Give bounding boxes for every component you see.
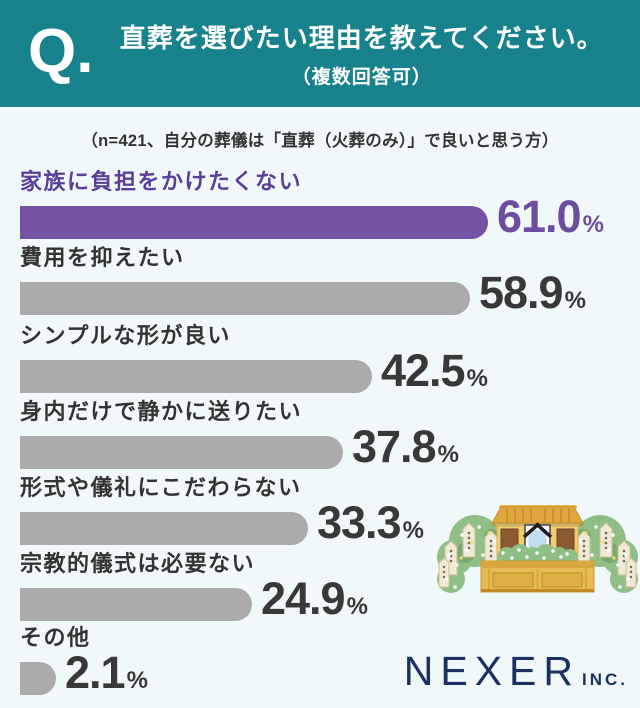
bar-segment — [20, 435, 343, 469]
bar-value-number: 58.9 — [479, 267, 564, 318]
bar-segment — [20, 587, 252, 621]
bar-value: 58.9% — [479, 270, 586, 320]
bar-value: 2.1% — [65, 650, 148, 700]
bar-value-number: 37.8 — [352, 421, 437, 472]
bar-category-label: シンプルな形が良い — [20, 323, 231, 348]
bar-segment — [20, 511, 308, 545]
bar-value: 42.5% — [381, 348, 488, 398]
chart-row: 宗教的儀式は必要ない 24.9% — [20, 549, 368, 626]
brand-suffix: INC. — [582, 670, 628, 689]
bar-value-number: 61.0 — [497, 191, 582, 242]
question-titles: 直葬を選びたい理由を教えてください。 （複数回答可） — [93, 18, 630, 89]
bar-segment — [20, 359, 372, 393]
bar-category-label: その他 — [20, 625, 91, 650]
bar-value-number: 33.3 — [317, 497, 402, 548]
chart-row: 費用を抑えたい 58.9% — [20, 243, 586, 320]
nexer-logo: NEXER INC. — [404, 648, 628, 695]
question-header: Q. 直葬を選びたい理由を教えてください。 （複数回答可） — [0, 0, 640, 107]
percent-sign: % — [126, 667, 148, 694]
percent-sign: % — [346, 593, 368, 620]
bar-value-number: 24.9 — [261, 573, 346, 624]
bar-segment — [20, 281, 470, 315]
bar-category-label: 家族に負担をかけたくない — [20, 169, 303, 194]
bar-value-number: 2.1 — [65, 647, 126, 698]
chart-row: 形式や儀礼にこだわらない 33.3% — [20, 473, 424, 550]
percent-sign: % — [437, 441, 459, 468]
bar-value: 24.9% — [261, 576, 368, 626]
survey-note: （n=421、自分の葬儀は「直葬（火葬のみ）」で良いと思う方） — [81, 132, 559, 150]
funeral-altar-illustration — [437, 505, 638, 593]
bar-segment — [20, 661, 56, 695]
question-subtitle: （複数回答可） — [291, 67, 432, 88]
brand-name: NEXER — [403, 648, 580, 694]
percent-sign: % — [466, 365, 488, 392]
chart-row: 身内だけで静かに送りたい 37.8% — [20, 397, 459, 474]
percent-sign: % — [582, 211, 604, 238]
bar-value-number: 42.5 — [381, 345, 466, 396]
bar-category-label: 身内だけで静かに送りたい — [20, 399, 303, 424]
bar-segment — [20, 205, 488, 239]
percent-sign: % — [402, 517, 424, 544]
bar-value: 61.0% — [497, 194, 604, 244]
chart-row: シンプルな形が良い 42.5% — [20, 321, 488, 398]
bar-value: 33.3% — [317, 500, 424, 550]
question-title: 直葬を選びたい理由を教えてください。 — [119, 23, 604, 53]
bar-value: 37.8% — [352, 424, 459, 474]
bar-category-label: 宗教的儀式は必要ない — [20, 551, 256, 576]
percent-sign: % — [564, 287, 586, 314]
bar-category-label: 費用を抑えたい — [20, 245, 185, 270]
chart-row: その他 2.1% — [20, 623, 148, 700]
chart-row: 家族に負担をかけたくない 61.0% — [20, 167, 604, 244]
bar-category-label: 形式や儀礼にこだわらない — [20, 475, 302, 500]
question-mark-label: Q. — [28, 16, 94, 86]
